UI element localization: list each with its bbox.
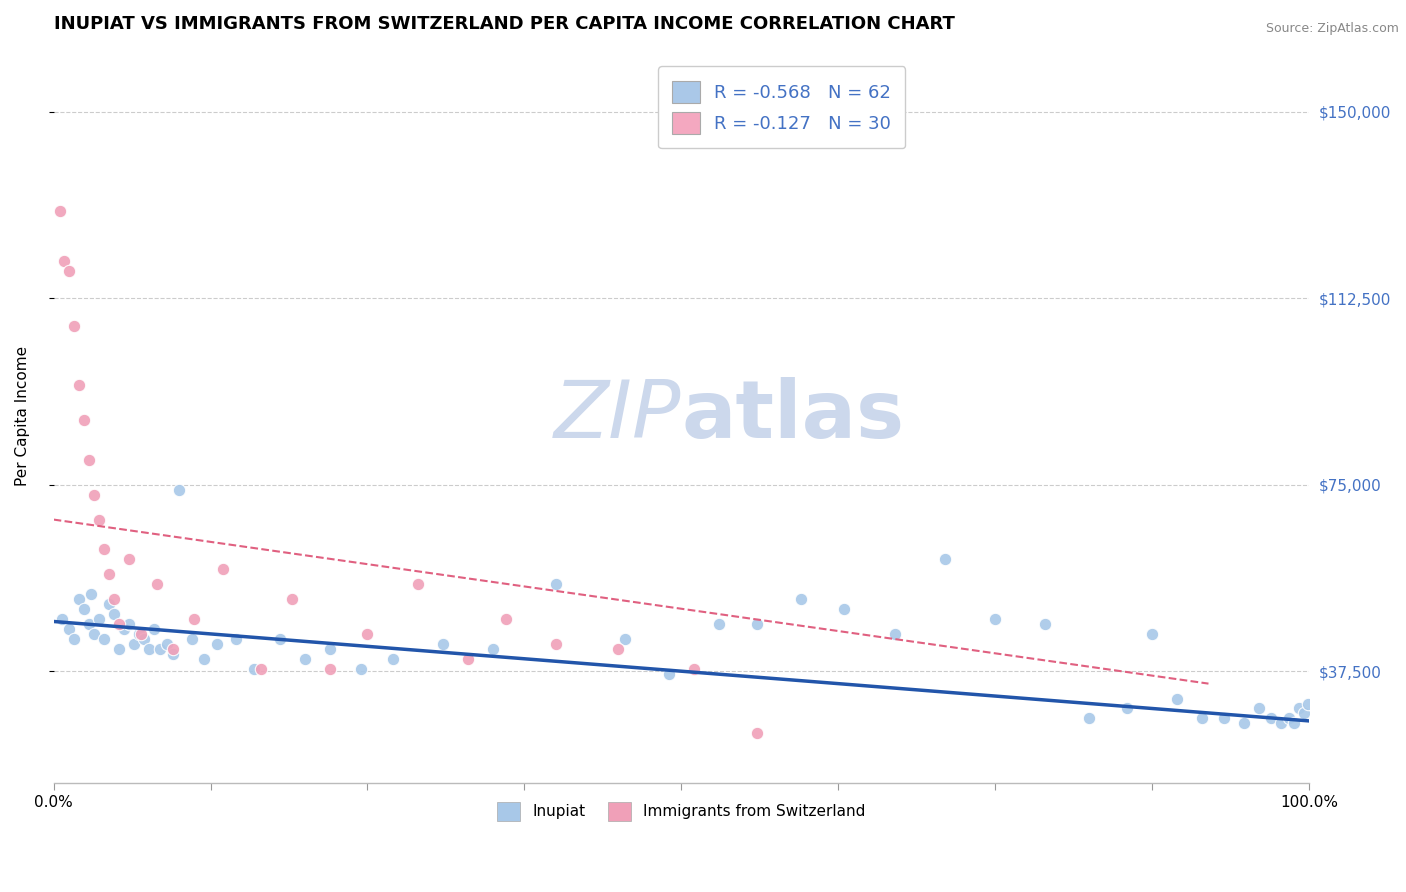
Point [212, 562, 235, 576]
Point [49, 204, 72, 219]
Point [132, 632, 155, 646]
Point [1166, 691, 1188, 706]
Point [73, 413, 96, 427]
Point [1191, 711, 1213, 725]
Point [67, 378, 90, 392]
Point [145, 577, 167, 591]
Text: atlas: atlas [682, 377, 904, 456]
Point [52, 254, 75, 268]
Point [883, 627, 905, 641]
Point [1282, 716, 1305, 731]
Point [269, 632, 291, 646]
Point [205, 637, 228, 651]
Point [834, 602, 856, 616]
Text: Source: ZipAtlas.com: Source: ZipAtlas.com [1265, 22, 1399, 36]
Point [97, 597, 120, 611]
Point [432, 637, 454, 651]
Point [249, 662, 271, 676]
Point [281, 592, 304, 607]
Point [83, 627, 105, 641]
Point [745, 726, 768, 740]
Text: ZIP: ZIP [554, 377, 682, 456]
Point [1212, 711, 1234, 725]
Point [180, 632, 202, 646]
Point [128, 627, 150, 641]
Point [294, 652, 316, 666]
Point [1270, 716, 1292, 731]
Point [93, 632, 115, 646]
Point [319, 662, 342, 676]
Legend: Inupiat, Immigrants from Switzerland: Inupiat, Immigrants from Switzerland [491, 796, 872, 827]
Point [495, 612, 517, 626]
Point [745, 617, 768, 632]
Point [122, 637, 145, 651]
Text: INUPIAT VS IMMIGRANTS FROM SWITZERLAND PER CAPITA INCOME CORRELATION CHART: INUPIAT VS IMMIGRANTS FROM SWITZERLAND P… [53, 15, 955, 33]
Point [544, 577, 567, 591]
Point [1278, 711, 1301, 725]
Point [1233, 716, 1256, 731]
Point [225, 632, 247, 646]
Point [1140, 627, 1163, 641]
Point [482, 641, 505, 656]
Point [62, 632, 84, 646]
Point [607, 641, 630, 656]
Point [138, 641, 160, 656]
Point [934, 552, 956, 566]
Point [1292, 706, 1315, 721]
Point [613, 632, 636, 646]
Point [1115, 701, 1137, 715]
Point [457, 652, 479, 666]
Point [1288, 701, 1310, 715]
Point [118, 552, 141, 566]
Point [682, 662, 704, 676]
Point [87, 512, 110, 526]
Point [789, 592, 811, 607]
Point [108, 617, 131, 632]
Point [1296, 697, 1319, 711]
Point [544, 637, 567, 651]
Point [1033, 617, 1056, 632]
Point [83, 488, 105, 502]
Point [103, 607, 125, 621]
Point [93, 542, 115, 557]
Point [77, 453, 100, 467]
Point [112, 622, 135, 636]
Point [984, 612, 1007, 626]
Point [243, 662, 266, 676]
Y-axis label: Per Capita Income: Per Capita Income [15, 346, 30, 486]
Point [143, 622, 166, 636]
Point [108, 641, 131, 656]
Point [80, 587, 103, 601]
Point [149, 641, 172, 656]
Point [193, 652, 215, 666]
Point [1260, 711, 1282, 725]
Point [356, 627, 378, 641]
Point [131, 627, 153, 641]
Point [707, 617, 730, 632]
Point [1078, 711, 1101, 725]
Point [58, 264, 80, 278]
Point [183, 612, 205, 626]
Point [162, 641, 184, 656]
Point [62, 318, 84, 333]
Point [51, 612, 73, 626]
Point [319, 641, 342, 656]
Point [162, 647, 184, 661]
Point [406, 577, 429, 591]
Point [1247, 701, 1270, 715]
Point [58, 622, 80, 636]
Point [67, 592, 90, 607]
Point [103, 592, 125, 607]
Point [167, 483, 190, 497]
Point [73, 602, 96, 616]
Point [381, 652, 404, 666]
Point [87, 612, 110, 626]
Point [118, 617, 141, 632]
Point [350, 662, 373, 676]
Point [155, 637, 177, 651]
Point [97, 567, 120, 582]
Point [77, 617, 100, 632]
Point [658, 666, 681, 681]
